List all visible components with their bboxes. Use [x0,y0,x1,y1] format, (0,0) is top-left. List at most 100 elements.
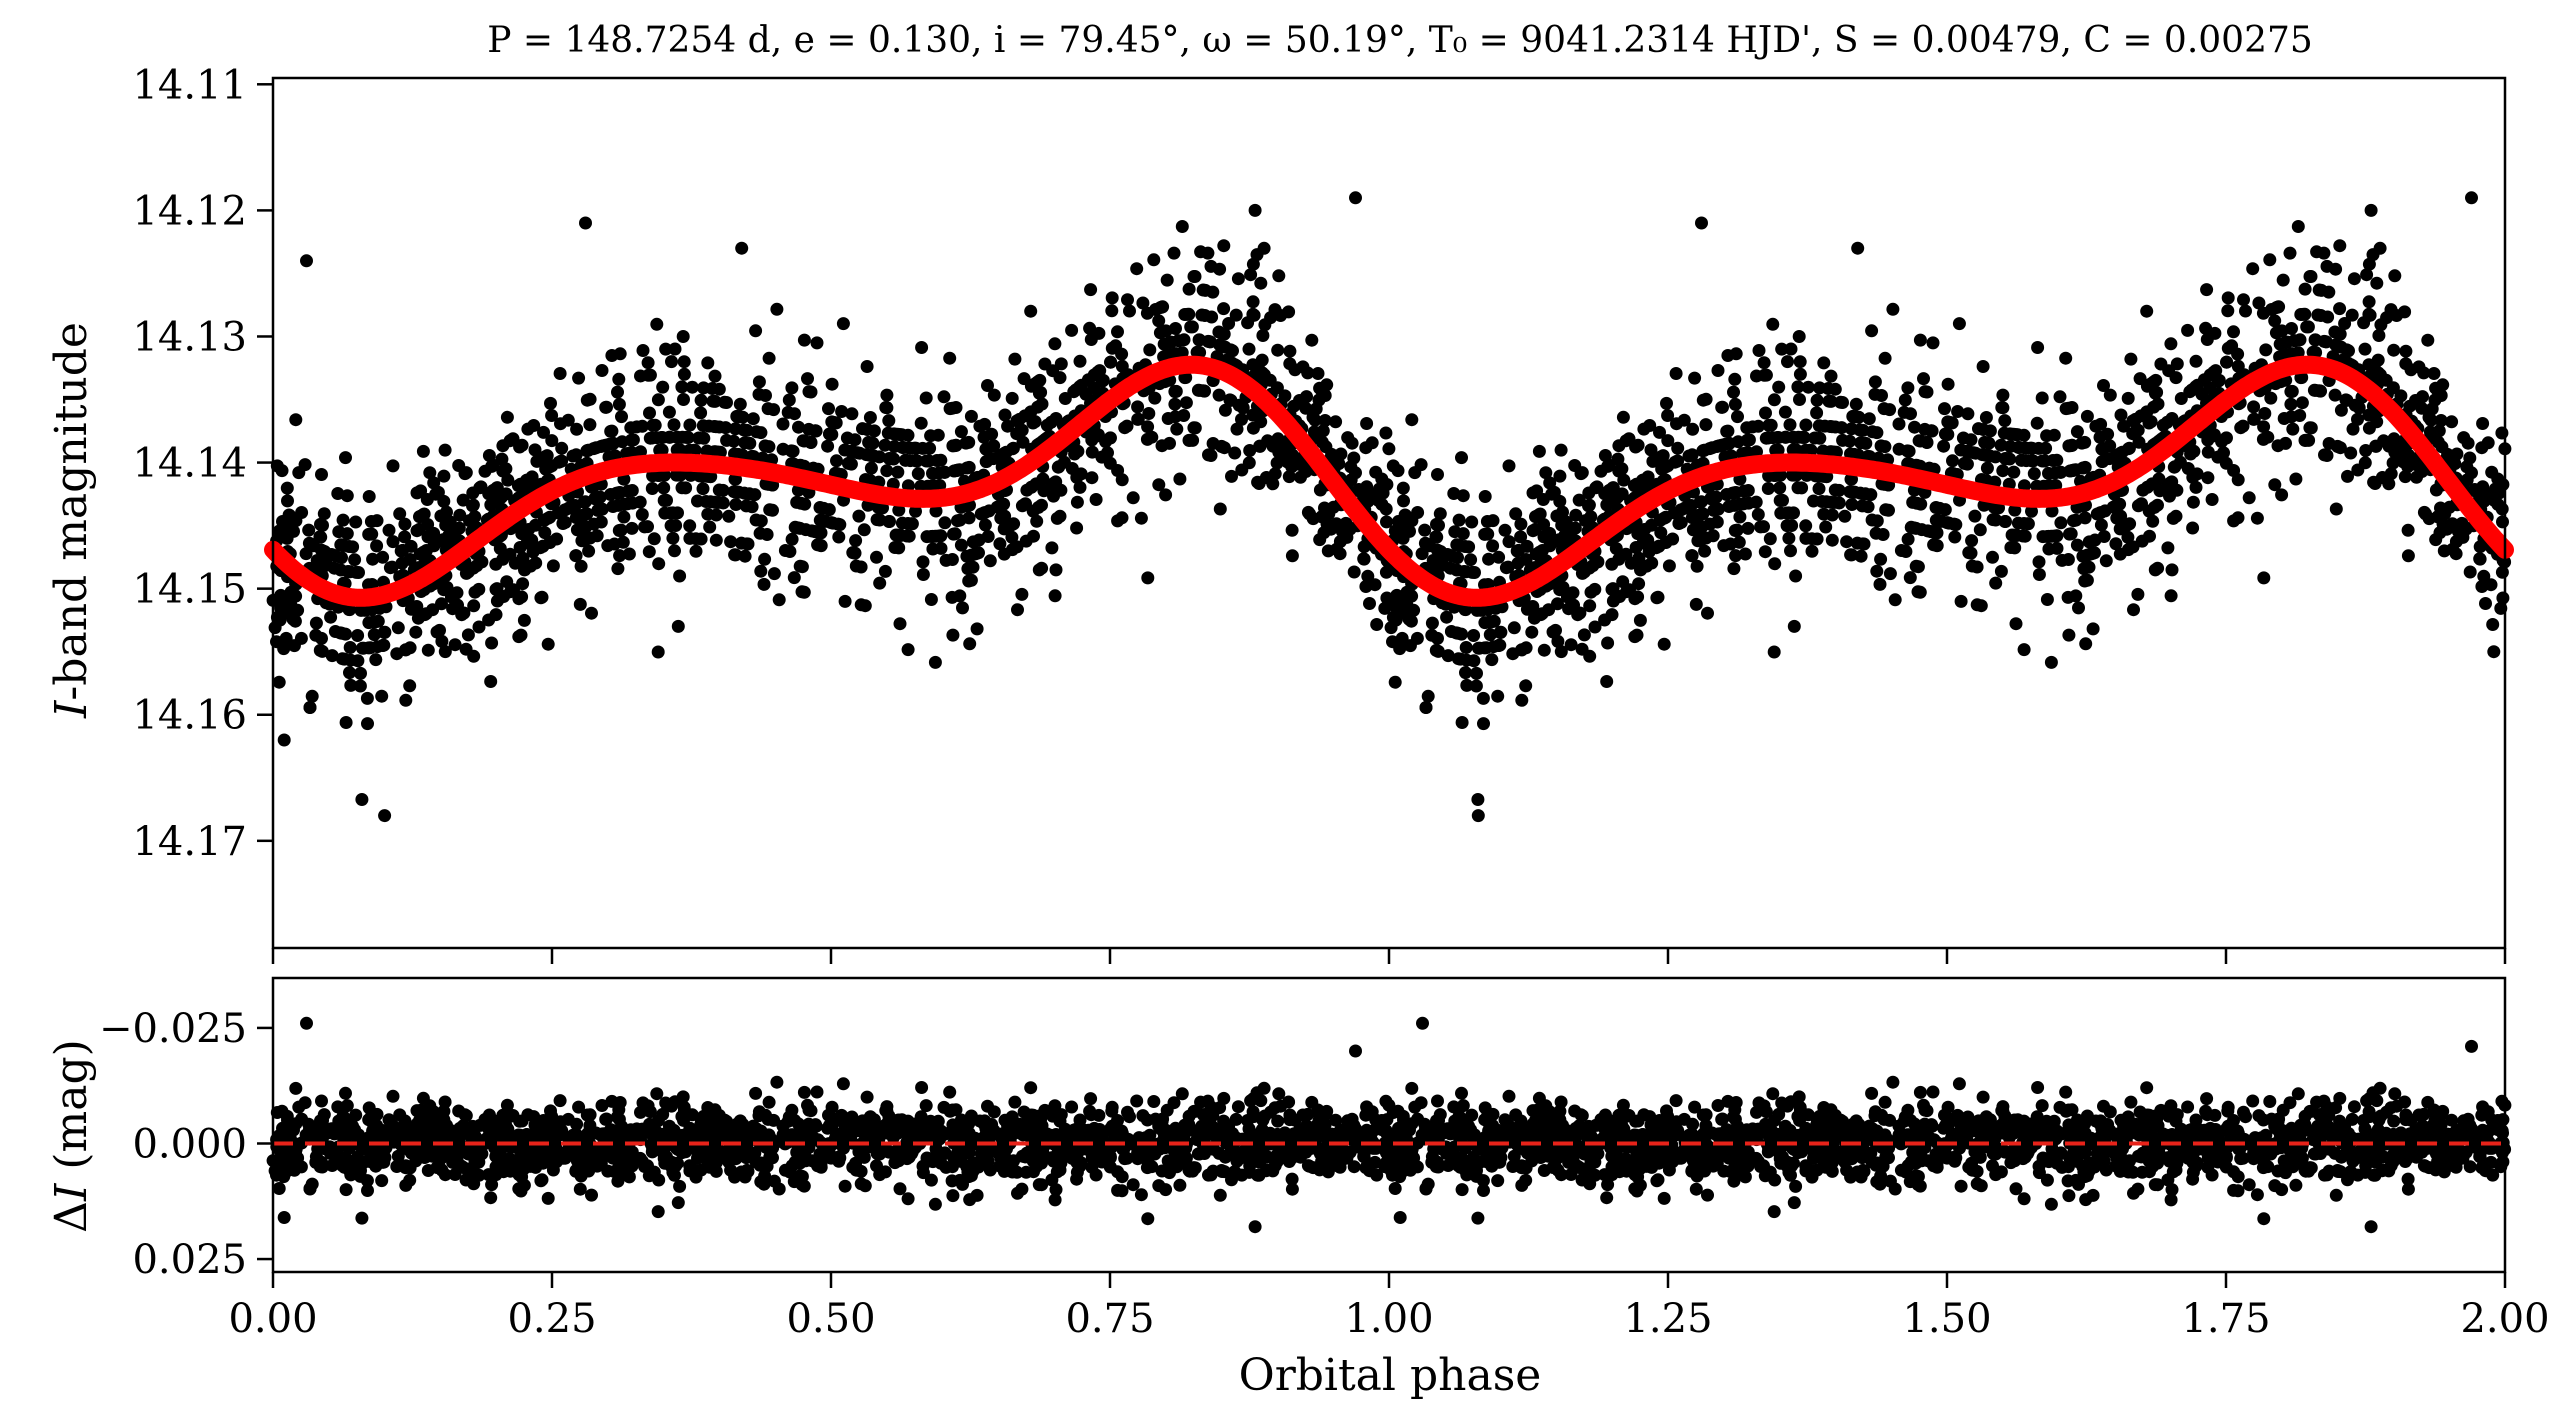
data-point [1380,515,1393,529]
data-point [1870,564,1884,578]
data-point [2003,427,2017,441]
data-point [605,349,619,362]
data-point [1070,495,1084,509]
data-point [558,515,572,529]
data-point [1141,571,1155,585]
data-point [591,503,605,517]
data-point [1115,511,1129,525]
residual-point [860,1090,874,1104]
data-point [2285,384,2299,398]
data-point [2007,465,2021,479]
outlier-point [378,809,392,823]
data-point [1070,521,1084,535]
data-point [582,544,596,558]
data-point [1840,535,1854,549]
data-point [677,367,691,381]
data-point [1457,565,1471,578]
data-point [1361,494,1375,508]
data-point [326,548,340,562]
data-point [1883,567,1897,581]
data-point [1447,487,1461,500]
data-point [892,503,906,517]
data-point [576,508,590,522]
data-point [825,428,839,441]
data-point [1762,418,1776,432]
data-point [1344,473,1358,487]
data-point [1941,377,1955,391]
data-point [2165,475,2179,489]
data-point [856,422,869,436]
data-point [305,689,319,703]
outlier-point [1248,203,1262,217]
data-point [1757,520,1770,534]
data-point [1147,253,1161,267]
data-point [2086,622,2100,636]
data-point [852,509,866,523]
data-point [2344,446,2358,460]
data-point [720,396,733,409]
data-point [645,482,659,495]
data-point [396,543,410,557]
data-point [1430,530,1444,544]
data-point [1486,539,1500,553]
data-point [873,576,887,590]
data-point [1499,561,1513,575]
data-point [421,643,435,657]
data-point [2059,351,2073,365]
data-point [822,402,835,416]
data-point [652,557,666,571]
data-point [1894,544,1908,557]
data-point [1892,417,1906,431]
data-point [525,533,539,547]
data-point [994,511,1008,525]
data-point [1359,441,1373,455]
data-point [2123,517,2137,531]
data-point [616,535,630,549]
data-point [365,527,379,541]
data-point [704,495,717,509]
data-point [1011,426,1025,440]
data-point [1553,494,1567,508]
data-point [701,507,715,521]
data-point [2333,302,2347,316]
data-point [1441,649,1455,663]
data-point [964,573,978,587]
data-point [1903,571,1917,585]
data-point [1251,475,1265,489]
data-point [1786,443,1800,457]
data-point [887,427,901,441]
data-point [1421,689,1435,703]
data-point [1527,611,1541,625]
data-point [1212,388,1226,402]
data-point [1296,360,1310,374]
data-point [2041,479,2055,493]
data-point [416,444,430,458]
residual-point [2388,1087,2402,1101]
data-point [2295,396,2309,410]
data-point [294,631,308,645]
data-point [864,448,878,462]
data-point [399,693,413,707]
data-point [1706,529,1720,543]
data-point [1601,636,1615,650]
data-point [1480,515,1494,528]
data-point [1707,503,1721,517]
data-point [1782,531,1796,545]
data-point [2135,534,2149,548]
data-point [792,420,805,434]
data-point [1131,412,1145,426]
data-point [1685,549,1699,563]
data-point [1379,426,1393,440]
data-point [2371,353,2385,367]
data-point [597,439,611,453]
outlier-point [2465,191,2478,205]
data-point [1305,333,1319,347]
data-point [386,535,400,549]
data-point [1178,308,1192,321]
data-point [1918,422,1932,436]
residual-point [2261,1160,2275,1174]
data-point [1169,384,1183,398]
data-point [1186,433,1200,447]
data-point [962,460,976,474]
